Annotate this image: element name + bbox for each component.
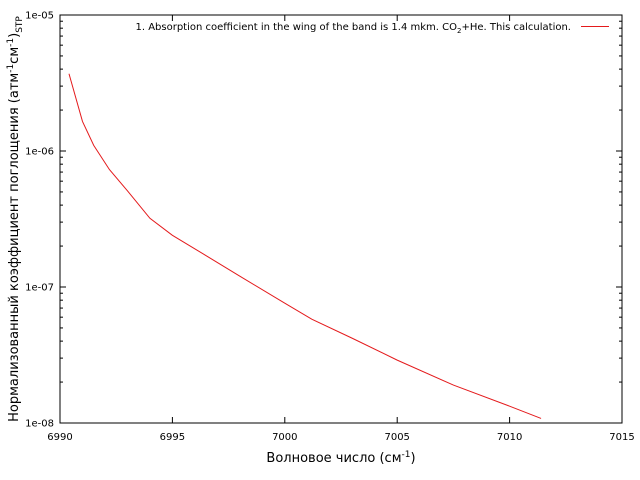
x-tick-label: 7015 — [609, 432, 634, 443]
x-tick-label: 7005 — [384, 432, 409, 443]
plot-frame — [59, 14, 623, 424]
x-tick-label: 6990 — [47, 432, 72, 443]
tick-labels: 6990 6995 7000 7005 7010 7015 1e-08 1e-07 1e-06 1… — [25, 11, 635, 444]
x-axis-label: Волновое число (см-1) — [266, 450, 415, 466]
series-line — [68, 73, 542, 419]
y-tick-label: 1e-06 — [25, 147, 54, 158]
legend: 1. Absorption coefficient in the wing of… — [135, 22, 609, 35]
y-axis-label: Нормализованный коэффициент поглощения (… — [6, 16, 25, 422]
y-tick-label: 1e-07 — [25, 283, 54, 294]
x-tick-label: 6995 — [160, 432, 185, 443]
y-tick-label: 1e-05 — [25, 11, 54, 22]
ticks — [59, 14, 623, 424]
x-tick-label: 7000 — [272, 432, 297, 443]
legend-entry-label: 1. Absorption coefficient in the wing of… — [135, 22, 571, 35]
x-tick-label: 7010 — [497, 432, 522, 443]
series-layer — [68, 73, 542, 419]
y-tick-label: 1e-08 — [25, 419, 54, 430]
